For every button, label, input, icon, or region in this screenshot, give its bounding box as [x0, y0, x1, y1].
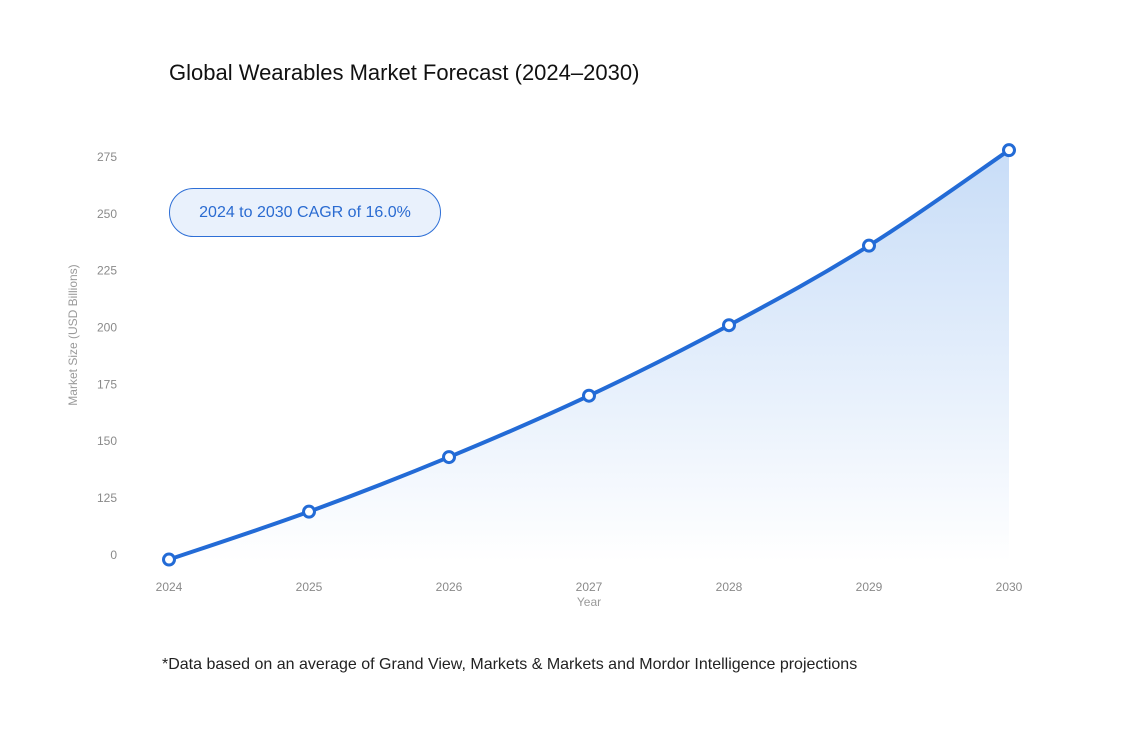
- data-point-2030: [1002, 143, 1016, 158]
- area-fill: [169, 150, 1009, 562]
- y-axis-label: Market Size (USD Billions): [66, 264, 80, 405]
- data-point-2026: [442, 450, 456, 465]
- x-tick-label: 2028: [716, 580, 743, 594]
- y-tick-label: 275: [97, 150, 117, 164]
- x-tick-label: 2024: [156, 580, 183, 594]
- x-tick-label: 2029: [856, 580, 883, 594]
- x-axis-label: Year: [577, 595, 601, 609]
- x-tick-label: 2030: [996, 580, 1023, 594]
- chart-title: Global Wearables Market Forecast (2024–2…: [169, 60, 640, 85]
- x-tick-label: 2025: [296, 580, 323, 594]
- y-tick-label: 250: [97, 207, 117, 221]
- source-footnote: *Data based on an average of Grand View,…: [162, 656, 858, 673]
- data-point-2024: [162, 552, 176, 567]
- y-tick-label: 225: [97, 264, 117, 278]
- x-tick-label: 2026: [436, 580, 463, 594]
- data-point-2028: [722, 318, 736, 333]
- data-point-2027: [582, 388, 596, 403]
- y-tick-label: 150: [97, 434, 117, 448]
- x-tick-label: 2027: [576, 580, 603, 594]
- cagr-annotation-badge: 2024 to 2030 CAGR of 16.0%: [169, 188, 441, 237]
- data-point-2025: [302, 504, 316, 519]
- y-tick-label: 200: [97, 321, 117, 335]
- y-tick-label: 0: [110, 548, 117, 562]
- y-tick-label: 125: [97, 491, 117, 505]
- y-tick-label: 175: [97, 377, 117, 391]
- data-point-2029: [862, 238, 876, 253]
